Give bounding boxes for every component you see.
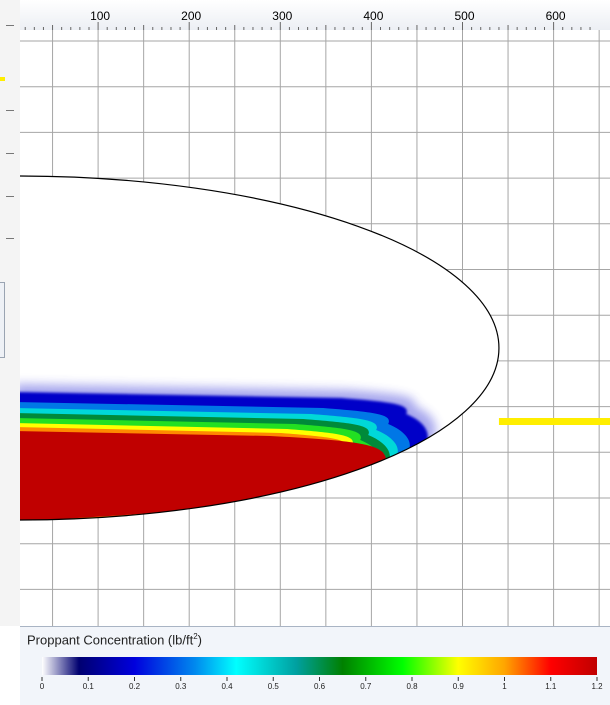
proppant-legend: Proppant Concentration (lb/ft2) 0 0.1 0.2 0… [20, 626, 610, 705]
fracture-plot[interactable] [20, 30, 610, 626]
top-ruler: 100 200 300 400 500 600 [15, 0, 610, 31]
legend-tick-label: 1.2 [591, 682, 603, 691]
ruler-tick-label: 600 [546, 9, 566, 23]
depth-tick [6, 153, 14, 154]
legend-tick-label: 0.1 [83, 682, 95, 691]
ruler-tick-label: 400 [363, 9, 383, 23]
legend-colorbar: 0 0.1 0.2 0.3 0.4 0.5 0.6 0.7 0.8 0.9 1 1.1 1.2 [40, 657, 603, 691]
wellbore-marker [0, 77, 5, 81]
legend-tick-label: 1 [502, 682, 507, 691]
side-panel-edge[interactable] [0, 282, 5, 358]
depth-tick [6, 110, 14, 111]
depth-tick [6, 238, 14, 239]
legend-title: Proppant Concentration (lb/ft2) [27, 632, 202, 647]
depth-tick [6, 196, 14, 197]
legend-tick-label: 0.5 [268, 682, 280, 691]
legend-title-text: Proppant Concentration (lb/ft [27, 632, 194, 648]
legend-title-superscript: 2 [193, 632, 198, 641]
ruler-scale: 100 200 300 400 500 600 [15, 9, 591, 30]
depth-tick [6, 25, 14, 26]
fracture-plot-canvas [20, 30, 610, 626]
legend-tick-label: 0.6 [314, 682, 326, 691]
legend-title-close: ) [197, 632, 203, 648]
legend-gradient [42, 657, 597, 675]
legend-tick-label: 0.9 [453, 682, 465, 691]
fracture-outline [20, 175, 500, 521]
ruler-tick-label: 100 [90, 9, 110, 23]
ruler-tick-label: 200 [181, 9, 201, 23]
legend-tick-label: 1.1 [545, 682, 557, 691]
legend-tick-label: 0.7 [360, 682, 372, 691]
legend-tick-label: 0.4 [221, 682, 233, 691]
left-depth-strip [0, 0, 21, 626]
legend-tick-label: 0.2 [129, 682, 141, 691]
legend-tick-label: 0.8 [406, 682, 418, 691]
ruler-tick-label: 500 [454, 9, 474, 23]
legend-tick-label: 0 [40, 682, 45, 691]
legend-tick-label: 0.3 [175, 682, 187, 691]
wellbore-line [498, 418, 610, 425]
ruler-tick-label: 300 [272, 9, 292, 23]
